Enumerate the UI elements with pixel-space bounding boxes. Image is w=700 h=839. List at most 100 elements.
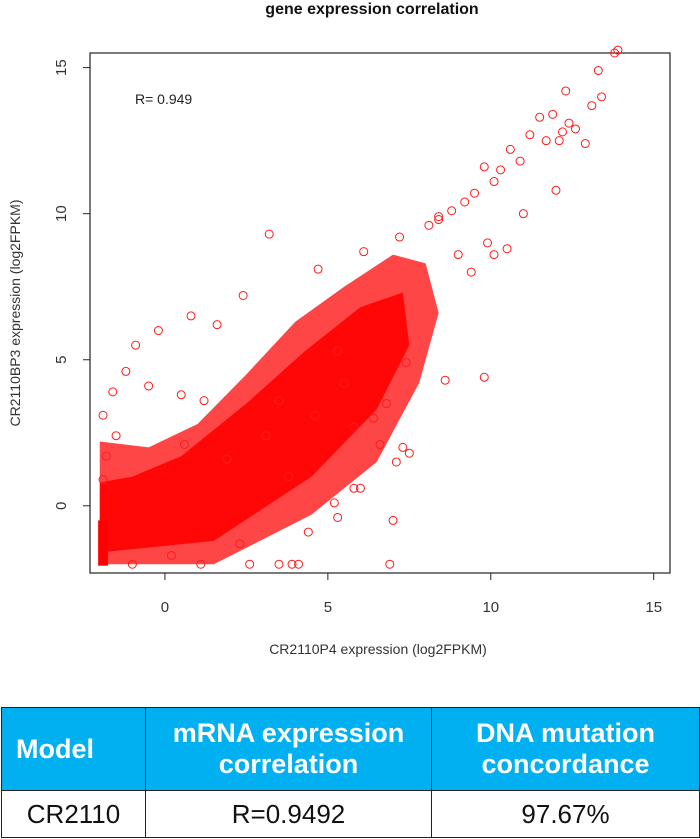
plot-frame [89,52,671,574]
data-point [349,483,359,493]
data-point [571,124,581,134]
data-point [440,375,450,385]
data-point [310,410,320,420]
scatter-chart: gene expression correlation 0 5 10 15 0 5 10 15… [7,1,671,657]
data-point [212,320,222,330]
data-point [176,390,186,400]
header-dna-concordance: DNA mutation concordance [431,707,700,791]
data-point [434,212,444,222]
y-tick-label-0: 0 [53,502,70,510]
data-point [127,559,137,569]
data-point [339,378,349,388]
table-row: CR2110 R=0.9492 97.67% [1,790,700,838]
data-point [261,431,271,441]
data-point [222,454,232,464]
correlation-annotation: R= 0.949 [135,91,192,107]
data-point [121,366,131,376]
data-point [284,472,294,482]
data-point [131,340,141,350]
data-point [489,177,499,187]
data-point [489,250,499,260]
y-tick-label-1: 5 [53,356,70,364]
header-mrna-correlation: mRNA expression correlation [145,707,432,791]
data-point [613,45,623,55]
data-point [385,559,395,569]
chart-title: gene expression correlation [265,1,478,18]
axes: 0 5 10 15 0 5 10 15 [53,59,662,616]
data-point [245,559,255,569]
data-point [541,136,551,146]
data-point [525,130,535,140]
data-point [453,250,463,260]
data-point [186,311,196,321]
data-point [179,439,189,449]
data-point [329,498,339,508]
cell-mrna-correlation: R=0.9492 [145,790,432,838]
dense-cloud-left-edge [98,520,108,566]
data-point [333,346,343,356]
y-tick-label-3: 15 [53,59,70,76]
data-point [395,232,405,242]
data-point [479,162,489,172]
data-point [333,512,343,522]
data-point [593,66,603,76]
data-point [515,156,525,166]
data-point [355,483,365,493]
data-point [587,101,597,111]
data-point [479,372,489,382]
data-point [153,326,163,336]
table-header-row: Model mRNA expression correlation DNA mu… [1,707,700,791]
data-point [535,112,545,122]
data-point [264,229,274,239]
data-point [548,109,558,119]
y-tick-label-2: 10 [53,205,70,222]
header-model: Model [1,707,146,791]
x-tick-label-2: 10 [482,599,499,616]
data-point [505,144,515,154]
x-axis-label: CR2110P4 expression (log2FPKM) [269,641,487,657]
cell-model: CR2110 [1,790,146,838]
data-point [469,188,479,198]
data-point [144,381,154,391]
data-point [580,139,590,149]
data-point [496,165,506,175]
data-point [238,290,248,300]
data-point [98,410,108,420]
dense-cloud-core [99,292,410,553]
data-point [303,527,313,537]
data-point [561,86,571,96]
data-point [382,399,392,409]
data-point [518,209,528,219]
data-point [483,238,493,248]
data-point [235,539,245,549]
data-point [404,448,414,458]
data-point [388,515,398,525]
scatter-points [98,45,623,569]
data-point [199,396,209,406]
data-point [294,559,304,569]
data-point [564,118,574,128]
data-point [166,550,176,560]
data-point [557,127,567,137]
data-point [434,215,444,225]
data-point [391,457,401,467]
x-tick-label-0: 0 [161,599,169,616]
data-point [466,267,476,277]
data-point [460,197,470,207]
data-point [502,244,512,254]
data-point [398,442,408,452]
data-point [287,559,297,569]
data-point [274,396,284,406]
data-point [313,264,323,274]
data-point [196,559,206,569]
data-point [424,220,434,230]
x-tick-label-1: 5 [324,599,332,616]
x-tick-label-3: 15 [645,599,662,616]
data-point [98,475,108,485]
data-point [610,48,620,58]
data-point [108,387,118,397]
data-point [597,92,607,102]
y-axis-label: CR2110BP3 expression (log2FPKM) [7,200,23,427]
cell-dna-concordance: 97.67% [431,790,700,838]
data-point [375,439,385,449]
